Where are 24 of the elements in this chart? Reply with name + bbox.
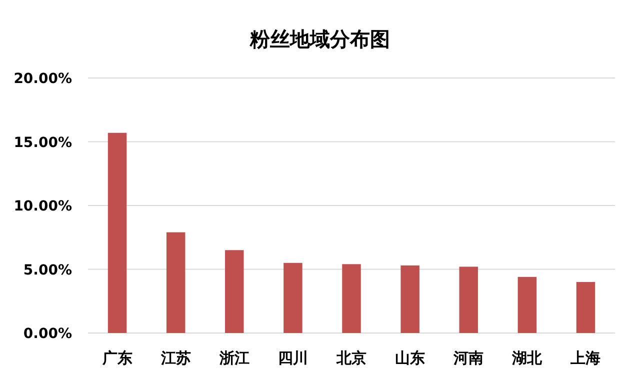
x-tick-label: 北京 xyxy=(336,349,366,367)
x-tick-label: 山东 xyxy=(395,349,426,367)
bar xyxy=(459,266,478,333)
bar xyxy=(166,232,186,333)
bar xyxy=(342,264,361,333)
bar xyxy=(576,282,596,333)
x-tick-label: 上海 xyxy=(570,349,601,367)
bar xyxy=(225,250,244,333)
x-tick-label: 广东 xyxy=(101,349,132,367)
x-tick-label: 江苏 xyxy=(160,349,191,367)
y-tick-label: 10.00% xyxy=(14,198,72,214)
bar xyxy=(108,132,127,333)
bar xyxy=(284,262,302,333)
x-tick-label: 四川 xyxy=(278,349,308,367)
y-tick-label: 0.00% xyxy=(23,326,72,342)
x-tick-label: 湖北 xyxy=(511,349,544,367)
x-tick-label: 浙江 xyxy=(218,349,250,367)
chart-title: 粉丝地域分布图 xyxy=(249,27,390,51)
y-tick-label: 20.00% xyxy=(14,71,72,87)
y-tick-label: 5.00% xyxy=(23,262,72,278)
bar xyxy=(400,265,420,333)
x-tick-label: 河南 xyxy=(452,349,484,367)
y-tick-label: 15.00% xyxy=(14,134,72,151)
bar xyxy=(518,276,537,333)
